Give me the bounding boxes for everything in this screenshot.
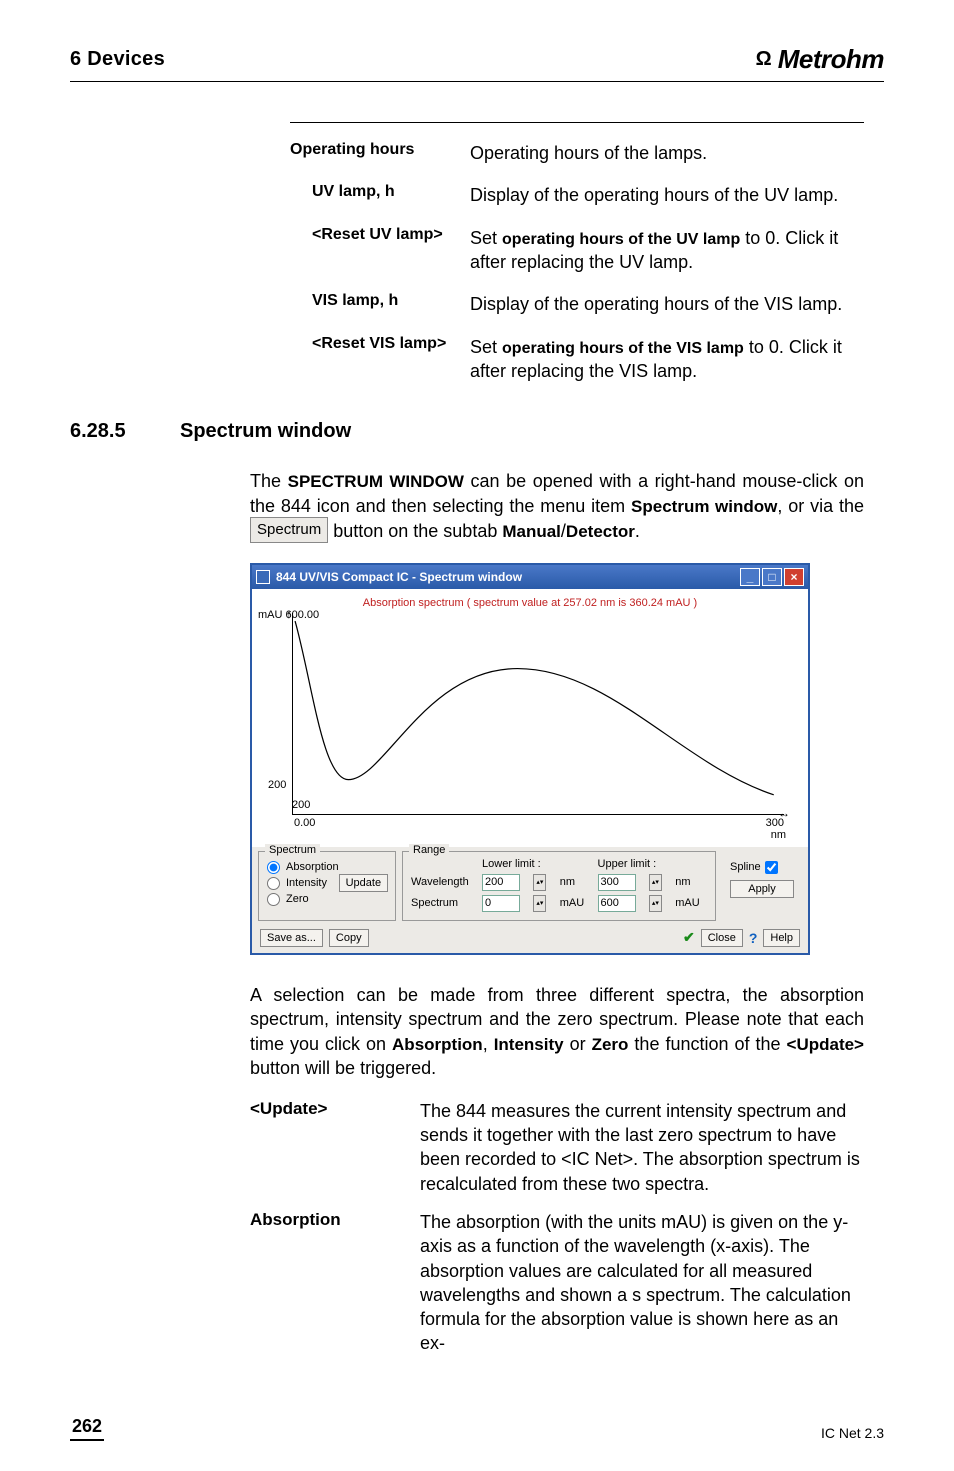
spectrum-window-screenshot: 844 UV/VIS Compact IC - Spectrum window … <box>250 563 810 955</box>
wavelength-lower-unit: nm <box>560 876 592 888</box>
definition-description: Operating hours of the lamps. <box>470 141 864 165</box>
help-icon: ? <box>749 930 758 946</box>
minimize-button[interactable]: _ <box>740 568 760 586</box>
absorption-curve <box>292 613 784 815</box>
definition-description: The 844 measures the current intensity s… <box>420 1099 864 1196</box>
operating-hours-definitions: Operating hoursOperating hours of the la… <box>290 122 864 384</box>
page-footer: 262 IC Net 2.3 <box>70 1416 884 1441</box>
wavelength-label: Wavelength <box>411 876 476 888</box>
wavelength-upper-spinner[interactable]: ▴▾ <box>649 874 662 891</box>
radio-input[interactable] <box>267 893 280 906</box>
spectrum-upper-spinner[interactable]: ▴▾ <box>649 895 662 912</box>
right-controls: Spline Apply <box>722 851 802 921</box>
intro-paragraph: The SPECTRUM WINDOW can be opened with a… <box>250 469 864 545</box>
definition-row: <Reset VIS lamp>Set operating hours of t… <box>290 335 864 384</box>
section-title: Spectrum window <box>180 420 351 443</box>
definition-description: Set operating hours of the VIS lamp to 0… <box>470 335 864 384</box>
definition-row: VIS lamp, hDisplay of the operating hour… <box>290 292 864 316</box>
spectrum-lower-spinner[interactable]: ▴▾ <box>533 895 546 912</box>
spline-checkbox[interactable] <box>765 861 778 874</box>
radio-label: Zero <box>286 893 309 905</box>
wavelength-upper-input[interactable] <box>598 874 636 891</box>
help-button[interactable]: Help <box>763 929 800 947</box>
window-titlebar: 844 UV/VIS Compact IC - Spectrum window … <box>252 565 808 589</box>
definition-row: UV lamp, hDisplay of the operating hours… <box>290 183 864 207</box>
document-version: IC Net 2.3 <box>821 1425 884 1441</box>
window-close-button[interactable]: × <box>784 568 804 586</box>
metrohm-omega-icon: Ω <box>756 48 772 71</box>
definition-term: <Reset VIS lamp> <box>290 335 470 384</box>
section-heading: 6.28.5 Spectrum window <box>70 420 884 443</box>
definition-term: <Update> <box>250 1099 420 1196</box>
lower-limit-label: Lower limit : <box>482 858 591 870</box>
radio-label: Intensity <box>286 877 327 889</box>
spectrum-group: Spectrum AbsorptionIntensityZero Update <box>258 851 396 921</box>
wavelength-lower-spinner[interactable]: ▴▾ <box>533 874 546 891</box>
brand-name: Metrohm <box>778 44 884 75</box>
spectrum-lower-unit: mAU <box>560 897 592 909</box>
selection-paragraph: A selection can be made from three diffe… <box>250 983 864 1081</box>
section-number: 6.28.5 <box>70 420 180 443</box>
definition-term: Absorption <box>250 1210 420 1356</box>
definition-description: Display of the operating hours of the VI… <box>470 292 864 316</box>
definition-term: UV lamp, h <box>290 183 470 207</box>
definition-row: AbsorptionThe absorption (with the units… <box>250 1210 864 1356</box>
plot-caption: Absorption spectrum ( spectrum value at … <box>256 597 804 609</box>
copy-button[interactable]: Copy <box>329 929 369 947</box>
spectrum-range-label: Spectrum <box>411 897 476 909</box>
definition-description: Display of the operating hours of the UV… <box>470 183 864 207</box>
upper-limit-label: Upper limit : <box>598 858 707 870</box>
definition-description: The absorption (with the units mAU) is g… <box>420 1210 864 1356</box>
spectrum-radio-intensity[interactable]: Intensity <box>267 877 339 890</box>
definition-description: Set operating hours of the UV lamp to 0.… <box>470 226 864 275</box>
spectrum-radio-zero[interactable]: Zero <box>267 893 339 906</box>
spectrum-radio-absorption[interactable]: Absorption <box>267 861 339 874</box>
window-title: 844 UV/VIS Compact IC - Spectrum window <box>276 570 522 584</box>
maximize-button[interactable]: □ <box>762 568 782 586</box>
spectrum-lower-input[interactable] <box>482 895 520 912</box>
page-header: 6 Devices Ω Metrohm <box>70 44 884 82</box>
definition-row: <Reset UV lamp>Set operating hours of th… <box>290 226 864 275</box>
spectrum-plot: Absorption spectrum ( spectrum value at … <box>256 593 804 843</box>
apply-button[interactable]: Apply <box>730 880 794 898</box>
wavelength-lower-input[interactable] <box>482 874 520 891</box>
window-icon <box>256 570 270 584</box>
radio-input[interactable] <box>267 877 280 890</box>
page-number: 262 <box>70 1416 104 1441</box>
spectrum-group-title: Spectrum <box>265 844 320 856</box>
update-button[interactable]: Update <box>339 874 388 892</box>
definition-row: <Update>The 844 measures the current int… <box>250 1099 864 1196</box>
header-section-label: 6 Devices <box>70 48 165 71</box>
spectrum-upper-input[interactable] <box>598 895 636 912</box>
brand-logo: Ω Metrohm <box>756 44 884 75</box>
spectrum-upper-unit: mAU <box>675 897 707 909</box>
save-as-button[interactable]: Save as... <box>260 929 323 947</box>
definition-term: <Reset UV lamp> <box>290 226 470 275</box>
y-axis-bottom-label: 0.00 <box>294 817 315 829</box>
range-group: Range Lower limit : Upper limit : Wavele… <box>402 851 716 921</box>
check-icon: ✔ <box>683 929 695 946</box>
bottom-button-row: Save as... Copy ✔ Close ? Help <box>252 925 808 953</box>
radio-input[interactable] <box>267 861 280 874</box>
close-button[interactable]: Close <box>701 929 743 947</box>
spectrum-button-inline: Spectrum <box>250 517 328 543</box>
range-group-title: Range <box>409 844 449 856</box>
spline-label: Spline <box>730 861 761 873</box>
update-absorption-definitions: <Update>The 844 measures the current int… <box>250 1099 864 1356</box>
wavelength-upper-unit: nm <box>675 876 707 888</box>
definition-term: VIS lamp, h <box>290 292 470 316</box>
definition-row: Operating hoursOperating hours of the la… <box>290 141 864 165</box>
y-axis-mid-label: 200 <box>268 779 286 791</box>
radio-label: Absorption <box>286 861 339 873</box>
x-axis-unit: nm <box>771 829 786 841</box>
definition-term: Operating hours <box>290 141 470 165</box>
